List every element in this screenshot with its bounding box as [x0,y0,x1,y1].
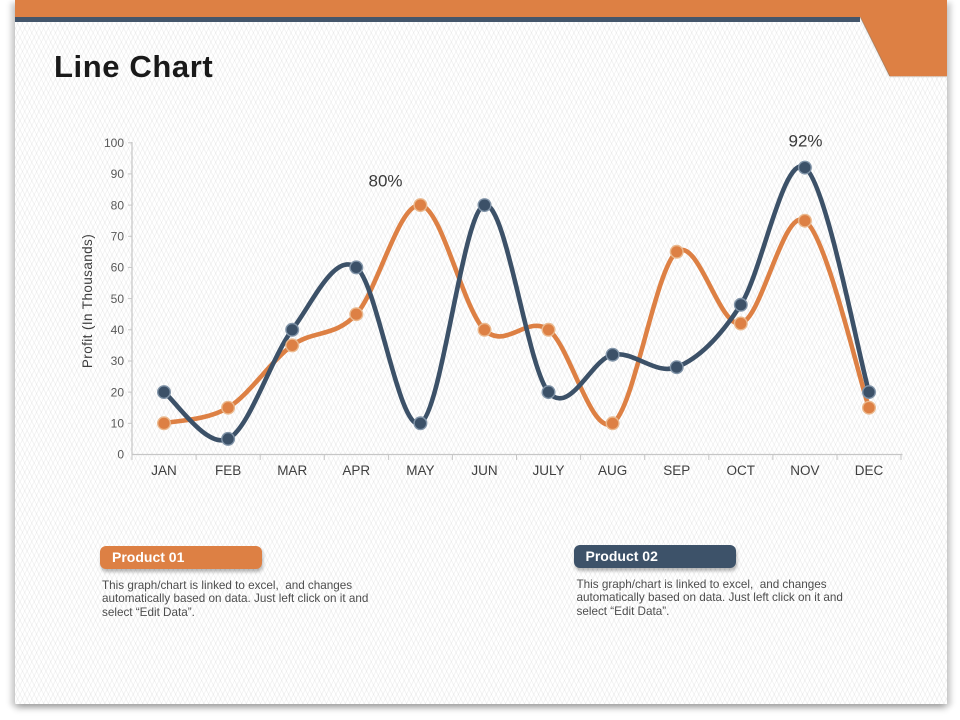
svg-text:70: 70 [111,230,125,244]
svg-text:JAN: JAN [151,463,177,478]
svg-text:NOV: NOV [790,463,819,478]
svg-text:60: 60 [111,261,125,275]
svg-text:80: 80 [111,198,125,212]
svg-text:20: 20 [111,385,125,399]
svg-text:JUN: JUN [471,463,497,478]
svg-text:90: 90 [111,167,125,181]
svg-text:40: 40 [111,323,125,337]
svg-text:92%: 92% [788,132,822,151]
svg-text:Profit (In Thousands): Profit (In Thousands) [80,234,95,368]
svg-text:JULY: JULY [532,463,564,478]
svg-text:10: 10 [111,417,125,431]
svg-text:AUG: AUG [598,463,627,478]
svg-text:FEB: FEB [215,463,241,478]
svg-text:MAR: MAR [277,463,307,478]
svg-text:OCT: OCT [727,463,756,478]
svg-text:SEP: SEP [663,463,690,478]
svg-text:DEC: DEC [855,463,884,478]
svg-text:80%: 80% [368,172,402,191]
svg-text:100: 100 [104,136,124,150]
svg-text:50: 50 [111,292,125,306]
svg-text:MAY: MAY [406,463,434,478]
svg-text:0: 0 [117,448,124,462]
svg-text:30: 30 [111,354,125,368]
svg-text:APR: APR [342,463,370,478]
